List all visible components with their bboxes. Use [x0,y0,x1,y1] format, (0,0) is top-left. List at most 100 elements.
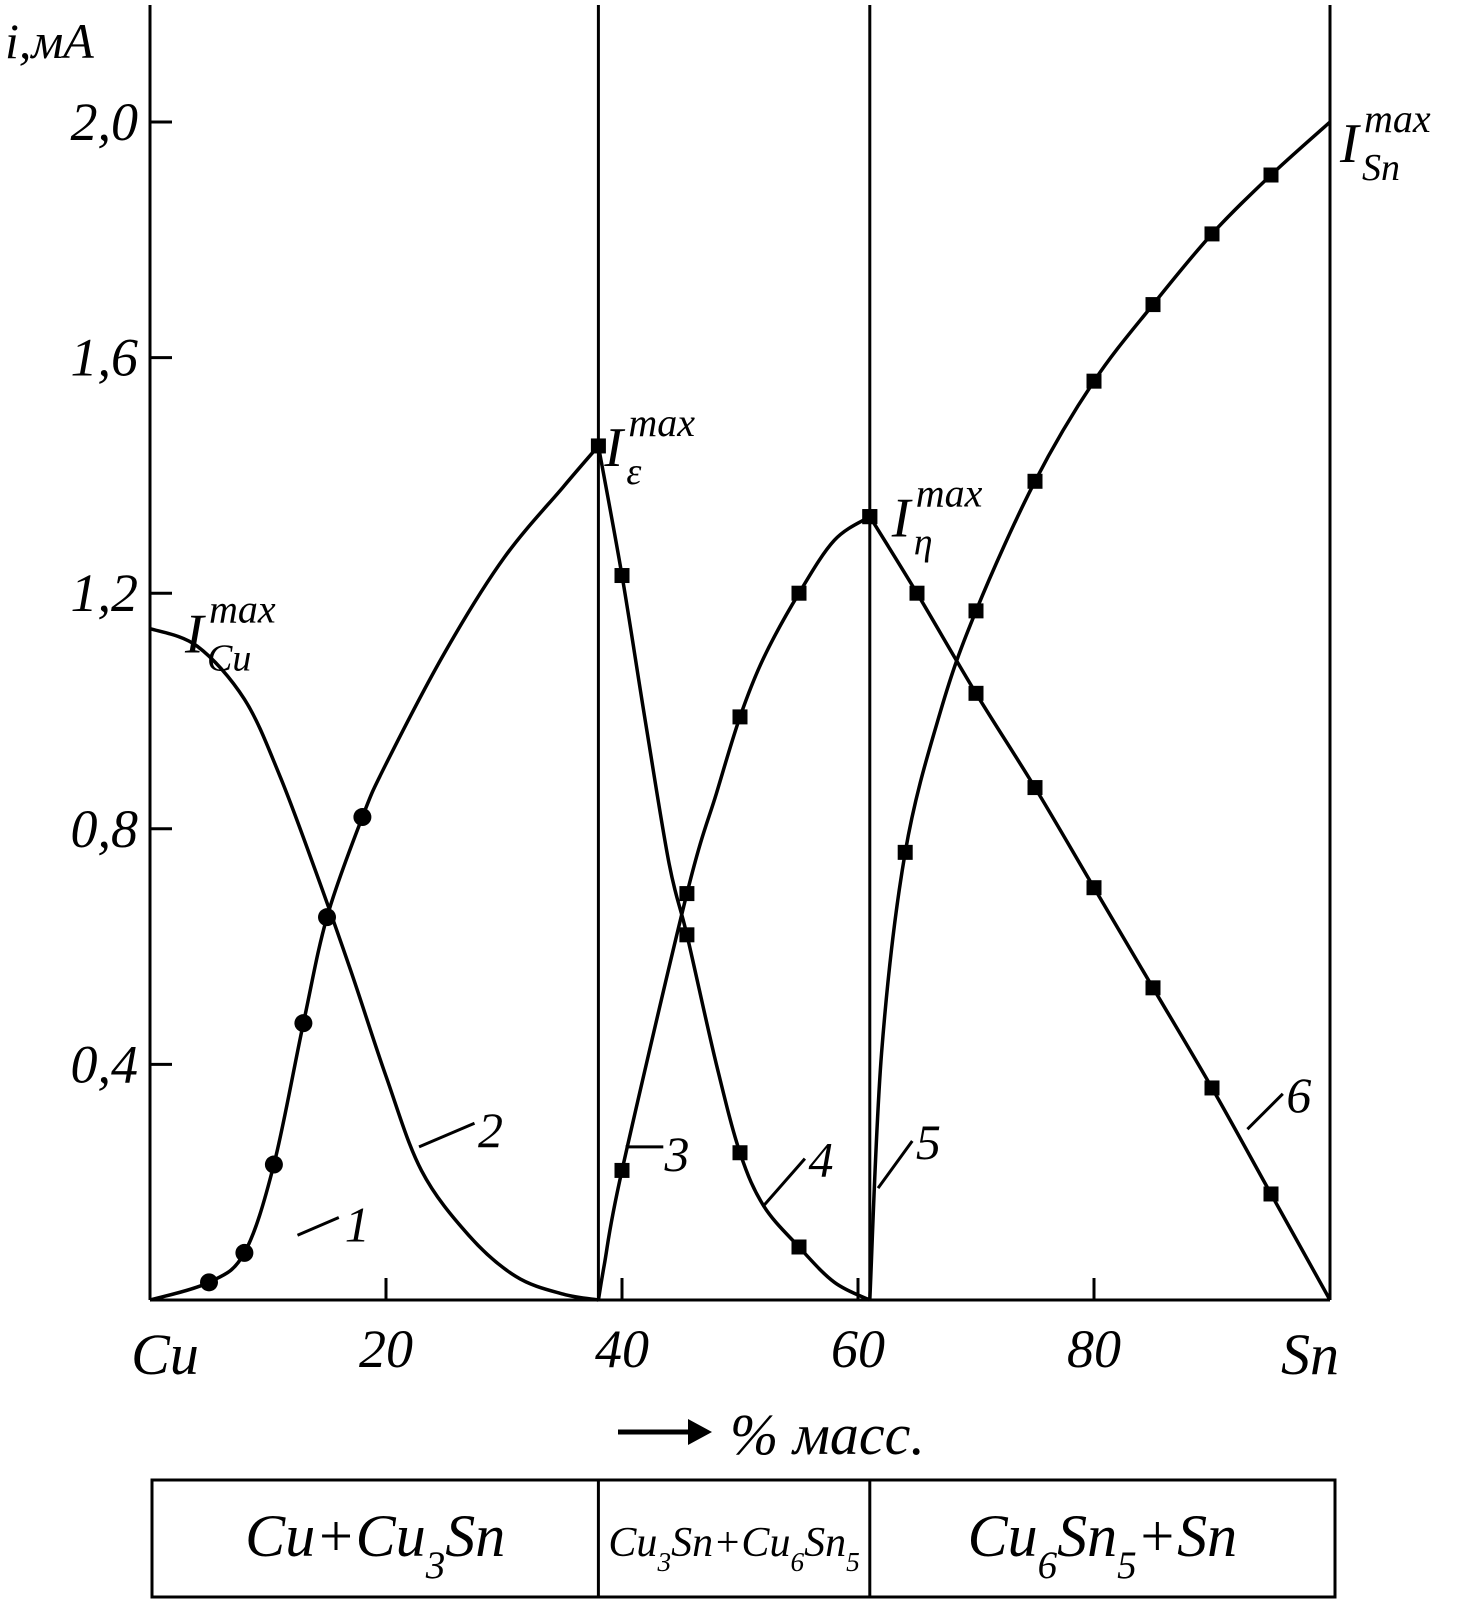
phase-table-cell-2: Cu3Sn+Cu6Sn5 [608,1520,859,1577]
curve-6 [868,515,1332,1301]
y-tick-label: 0,8 [71,799,139,859]
phase-subscript: 3 [425,1544,446,1587]
annotation-sub: Sn [1362,147,1400,189]
curve-5-point [1263,167,1279,183]
curve-6-leader [1246,1092,1284,1131]
curve-5-point [897,844,913,860]
curve-1-point [200,1273,218,1292]
phase-boundary-lines [596,5,872,1300]
phase-subscript: 5 [1117,1544,1137,1587]
phase-table-cell-3: Cu6Sn5+Sn [968,1503,1238,1587]
curve-4-point [791,1239,807,1255]
curve-5-point [1086,373,1102,389]
curve-2-leader [418,1121,476,1149]
curve-6-point [1027,780,1043,796]
annotation-sup: max [916,471,983,516]
curve-1-number: 1 [345,1196,370,1252]
curve-5-point [1204,226,1220,242]
phase-text: Sn [1057,1503,1117,1569]
annotation-main: I [603,417,625,479]
curve-3-point [791,585,807,601]
curve-1 [149,444,600,1302]
annotation-main: I [1339,113,1361,175]
annotation-sup: max [209,587,276,632]
phase-subscript: 5 [846,1547,860,1577]
phase-text: Cu [608,1520,657,1566]
curve-4-leader [762,1157,807,1207]
data-markers [200,167,1279,1292]
x-end-label-sn: Sn [1281,1322,1339,1387]
curve-2 [149,626,599,1302]
phase-text: Sn [445,1503,505,1569]
curve-3-point [614,1162,630,1178]
curve-6-point [1086,880,1102,896]
annotation-main: I [184,604,206,666]
annotation-sup: max [628,400,695,445]
phase-text: Cu [968,1503,1038,1569]
x-tick-label: 20 [359,1319,413,1379]
phase-text: Cu+Cu [245,1503,426,1569]
phase-table-cell-1: Cu+Cu3Sn [245,1503,505,1587]
curve-5-leader [876,1140,914,1189]
curve-6-point [862,509,878,525]
curve-1-point [264,1155,283,1174]
curve-6-number: 6 [1286,1067,1311,1123]
curve-6-point [968,685,984,701]
arrow-head-icon [688,1419,712,1445]
y-tick-label: 2,0 [71,92,139,152]
curve-1-point [235,1243,254,1262]
phase-table-frame [150,1478,1337,1599]
curve-4-point [732,1145,748,1161]
curve-6-point [1263,1186,1279,1202]
curve-5-point [968,603,984,619]
phase-text: +Sn [1137,1503,1238,1569]
axis-labels: i,мА Cu Sn % масс. [5,13,1339,1467]
curve-6-point [1204,1080,1220,1096]
plot-frame [148,5,1332,1302]
curve-6-point [909,585,925,601]
curve-4-point [614,568,630,584]
annotation-sub: Cu [207,638,251,680]
curve-1-point [318,908,336,927]
y-axis-label: i,мА [5,13,94,69]
y-tick-label: 0,4 [71,1034,139,1094]
curve-5-point [1145,297,1161,313]
x-tick-label: 80 [1067,1319,1121,1379]
annotation-sub: ε [626,451,641,493]
x-tick-label: 40 [595,1319,649,1379]
phase-subscript: 6 [1038,1544,1058,1587]
curve-6-point [1145,980,1161,996]
curve-1-leader [296,1216,340,1237]
curve-4-point [679,927,695,943]
curve-3-number: 3 [663,1126,689,1182]
curve-4-number: 4 [808,1132,833,1188]
annotation-sub: η [914,522,933,564]
annotation-sup: max [1364,96,1431,141]
curve-2-number: 2 [478,1102,503,1158]
curve-3-point [732,709,748,725]
y-tick-label: 1,6 [71,328,139,388]
phase-text: Sn [804,1520,846,1566]
annotation-main: I [891,488,913,550]
curve-3-point [679,886,695,902]
phase-text: Sn+Cu [671,1520,790,1566]
x-tick-label: 60 [831,1319,885,1379]
phase-table: Cu+Cu3Sn Cu3Sn+Cu6Sn5 Cu6Sn5+Sn [150,1478,1337,1599]
phase-subscript: 6 [790,1547,804,1577]
curve-1-point [294,1014,313,1033]
phase-subscript: 3 [656,1547,671,1577]
curve-3 [596,515,871,1301]
x-end-label-cu: Cu [131,1322,199,1387]
y-tick-label: 1,2 [71,563,139,623]
curve-1-point [353,808,372,827]
x-axis-label: % масс. [730,1402,925,1467]
curve-5-point [1027,473,1043,489]
curve-4-point [590,438,606,454]
curve-5-number: 5 [916,1114,941,1170]
